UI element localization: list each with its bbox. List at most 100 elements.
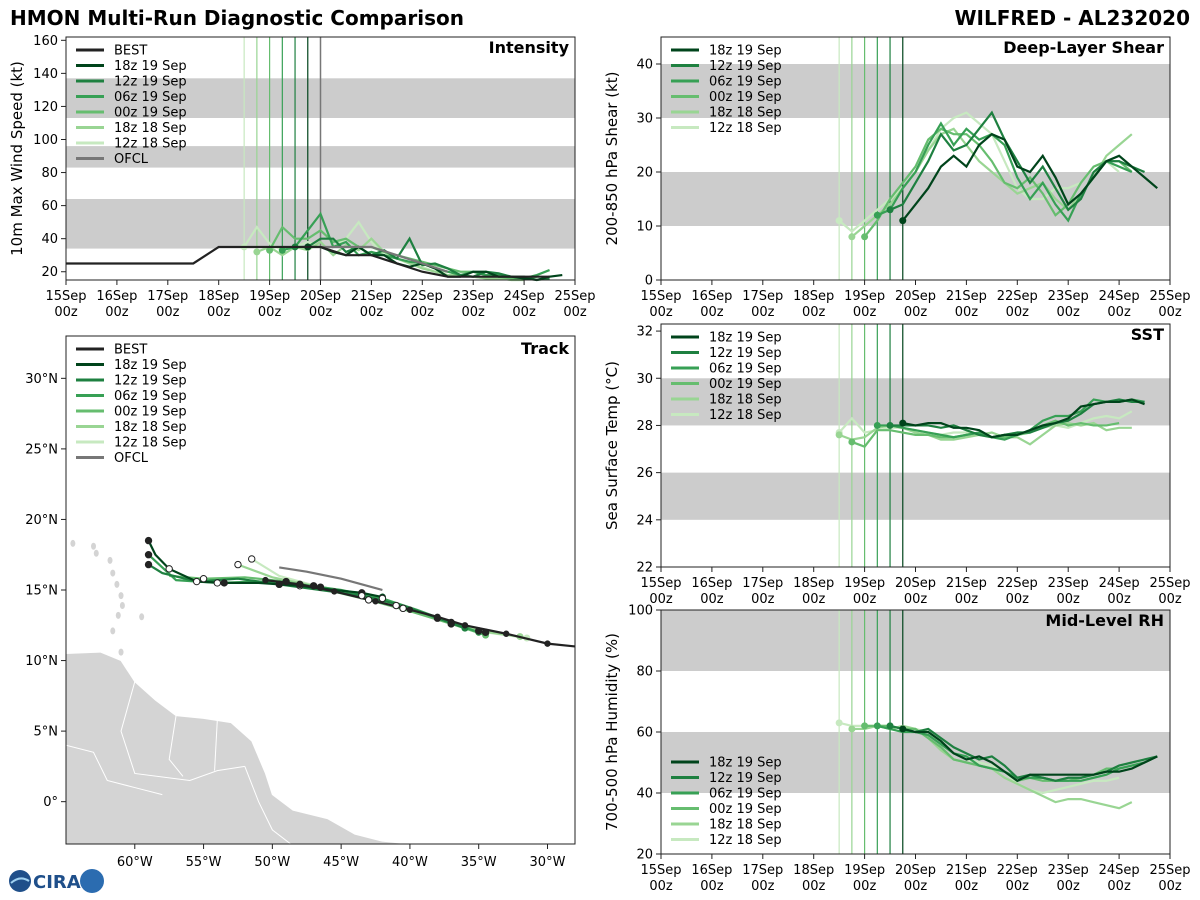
rh-legend-label: 18z 19 Sep: [709, 756, 782, 771]
rh-xtick-hour: 00z: [853, 879, 877, 894]
sst-legend-label: 18z 18 Sep: [709, 393, 782, 408]
shear-xtick-hour: 00z: [1158, 305, 1182, 320]
track-best-marker: [372, 598, 379, 605]
shear-series-start-point: [835, 217, 843, 225]
sst-xtick-hour: 00z: [853, 592, 877, 607]
sst-band: [661, 378, 1170, 426]
track-time-marker: [447, 620, 455, 628]
rh-ytick-label: 100: [628, 604, 653, 619]
intensity-xtick-hour: 00z: [207, 305, 231, 320]
sst-legend-label: 12z 18 Sep: [709, 408, 782, 423]
rh-series-start-point: [835, 719, 843, 727]
rh-xtick-day: 24Sep: [1099, 863, 1140, 878]
track-time-marker: [392, 601, 400, 610]
sst-series-line: [902, 398, 1145, 439]
rh-xtick-day: 15Sep: [640, 863, 681, 878]
shear-series-line: [889, 110, 1145, 212]
caribbean-island: [91, 542, 97, 550]
caribbean-island: [118, 648, 124, 656]
country-border: [120, 681, 245, 782]
track-time-marker: [275, 580, 283, 589]
rh-ylabel: 700-500 hPa Humidity (%): [603, 633, 621, 831]
track-xtick-label: 60°W: [117, 855, 153, 870]
rh-xtick-day: 20Sep: [895, 863, 936, 878]
logo-swoosh: [10, 877, 30, 884]
track-series-line: [147, 540, 383, 599]
rh-xtick-hour: 00z: [1158, 879, 1182, 894]
shear-series-line: [863, 127, 1133, 238]
sst-panel: 22242628303215Sep00z16Sep00z17Sep00z18Se…: [603, 323, 1191, 607]
rh-xtick-hour: 00z: [1107, 879, 1131, 894]
rh-xtick-hour: 00z: [955, 879, 979, 894]
sst-xtick-hour: 00z: [649, 592, 673, 607]
shear-panel-title: Deep-Layer Shear: [1003, 38, 1164, 57]
intensity-legend-label: 00z 19 Sep: [114, 106, 187, 121]
track-ytick-label: 10°N: [25, 654, 58, 669]
rh-xtick-hour: 00z: [802, 879, 826, 894]
shear-xtick-day: 17Sep: [742, 289, 783, 304]
sst-xtick-day: 24Sep: [1099, 576, 1140, 591]
shear-band: [661, 172, 1170, 226]
logo-globe: [9, 870, 31, 892]
figure-title: HMON Multi-Run Diagnostic Comparison: [10, 6, 464, 30]
intensity-xtick-hour: 00z: [411, 305, 435, 320]
track-ytick-label: 30°N: [25, 372, 58, 387]
sst-xtick-hour: 00z: [1006, 592, 1030, 607]
caribbean-island: [115, 611, 121, 619]
shear-xtick-hour: 00z: [751, 305, 775, 320]
caribbean-island: [119, 602, 125, 610]
sst-ytick-label: 32: [636, 325, 653, 340]
intensity-ytick-label: 40: [41, 232, 58, 247]
track-xtick-label: 35°W: [461, 855, 497, 870]
shear-panel: 01020304015Sep00z16Sep00z17Sep00z18Sep00…: [603, 36, 1191, 320]
shear-ytick-label: 20: [636, 166, 653, 181]
intensity-ylabel: 10m Max Wind Speed (kt): [8, 61, 26, 256]
shear-xtick-hour: 00z: [853, 305, 877, 320]
sst-xtick-hour: 00z: [751, 592, 775, 607]
track-legend-label: 06z 19 Sep: [114, 389, 187, 404]
shear-legend-label: 06z 19 Sep: [709, 75, 782, 90]
sst-series-start-point: [835, 431, 843, 439]
logo-text: CIRA: [33, 872, 81, 893]
track-legend-label: BEST: [114, 343, 147, 358]
intensity-ytick-label: 20: [41, 265, 58, 280]
storm-id: WILFRED - AL232020: [954, 6, 1190, 30]
track-series-line: [147, 563, 466, 630]
intensity-xtick-day: 21Sep: [351, 289, 392, 304]
intensity-series-start-point: [253, 248, 261, 256]
track-time-marker: [213, 579, 222, 587]
caribbean-island: [139, 613, 145, 621]
country-border: [214, 719, 218, 771]
track-time-marker: [144, 536, 153, 545]
sst-xtick-hour: 00z: [700, 592, 724, 607]
intensity-legend-label: BEST: [114, 44, 147, 59]
track-xtick-label: 40°W: [392, 855, 428, 870]
sst-ytick-label: 26: [636, 466, 653, 481]
shear-series-start-point: [873, 211, 881, 219]
track-ytick-label: 15°N: [25, 584, 58, 599]
track-xtick-label: 30°W: [530, 855, 566, 870]
intensity-xtick-hour: 00z: [462, 305, 486, 320]
track-legend-label: 18z 18 Sep: [114, 420, 187, 435]
shear-series-start-point: [886, 206, 894, 214]
rh-legend-label: 12z 18 Sep: [709, 833, 782, 848]
track-time-marker: [364, 596, 373, 604]
shear-xtick-hour: 00z: [700, 305, 724, 320]
rh-xtick-hour: 00z: [700, 879, 724, 894]
shear-xtick-day: 18Sep: [793, 289, 834, 304]
rh-series-start-point: [861, 722, 869, 730]
sst-ytick-label: 24: [636, 513, 653, 528]
shear-ylabel: 200-850 hPa Shear (kt): [603, 72, 621, 246]
track-time-marker: [316, 583, 325, 591]
intensity-xtick-hour: 00z: [54, 305, 78, 320]
sst-xtick-hour: 00z: [1107, 592, 1131, 607]
shear-legend-label: 12z 19 Sep: [709, 59, 782, 74]
track-time-marker: [309, 582, 318, 590]
intensity-xtick-day: 16Sep: [96, 289, 137, 304]
intensity-series-start-point: [266, 246, 274, 254]
intensity-xtick-hour: 00z: [563, 305, 587, 320]
shear-ytick-label: 30: [636, 112, 653, 127]
sst-xtick-hour: 00z: [802, 592, 826, 607]
track-legend-label: 12z 19 Sep: [114, 374, 187, 389]
rh-xtick-hour: 00z: [904, 879, 928, 894]
